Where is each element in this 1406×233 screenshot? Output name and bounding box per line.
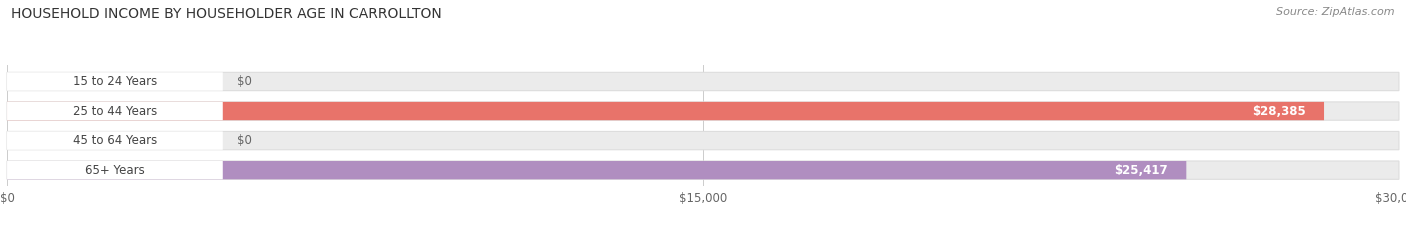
Text: 45 to 64 Years: 45 to 64 Years (73, 134, 157, 147)
FancyBboxPatch shape (7, 131, 1399, 150)
FancyBboxPatch shape (7, 102, 222, 120)
Text: HOUSEHOLD INCOME BY HOUSEHOLDER AGE IN CARROLLTON: HOUSEHOLD INCOME BY HOUSEHOLDER AGE IN C… (11, 7, 441, 21)
Text: $25,417: $25,417 (1114, 164, 1168, 177)
FancyBboxPatch shape (7, 161, 1399, 179)
FancyBboxPatch shape (7, 161, 222, 179)
Text: $0: $0 (236, 75, 252, 88)
Text: 15 to 24 Years: 15 to 24 Years (73, 75, 157, 88)
FancyBboxPatch shape (7, 102, 1324, 120)
FancyBboxPatch shape (7, 161, 1187, 179)
FancyBboxPatch shape (7, 131, 222, 150)
Text: $28,385: $28,385 (1251, 105, 1306, 117)
Text: 25 to 44 Years: 25 to 44 Years (73, 105, 157, 117)
Text: Source: ZipAtlas.com: Source: ZipAtlas.com (1277, 7, 1395, 17)
FancyBboxPatch shape (7, 72, 222, 91)
Text: $0: $0 (236, 134, 252, 147)
FancyBboxPatch shape (7, 72, 1399, 91)
FancyBboxPatch shape (7, 102, 1399, 120)
Text: 65+ Years: 65+ Years (84, 164, 145, 177)
